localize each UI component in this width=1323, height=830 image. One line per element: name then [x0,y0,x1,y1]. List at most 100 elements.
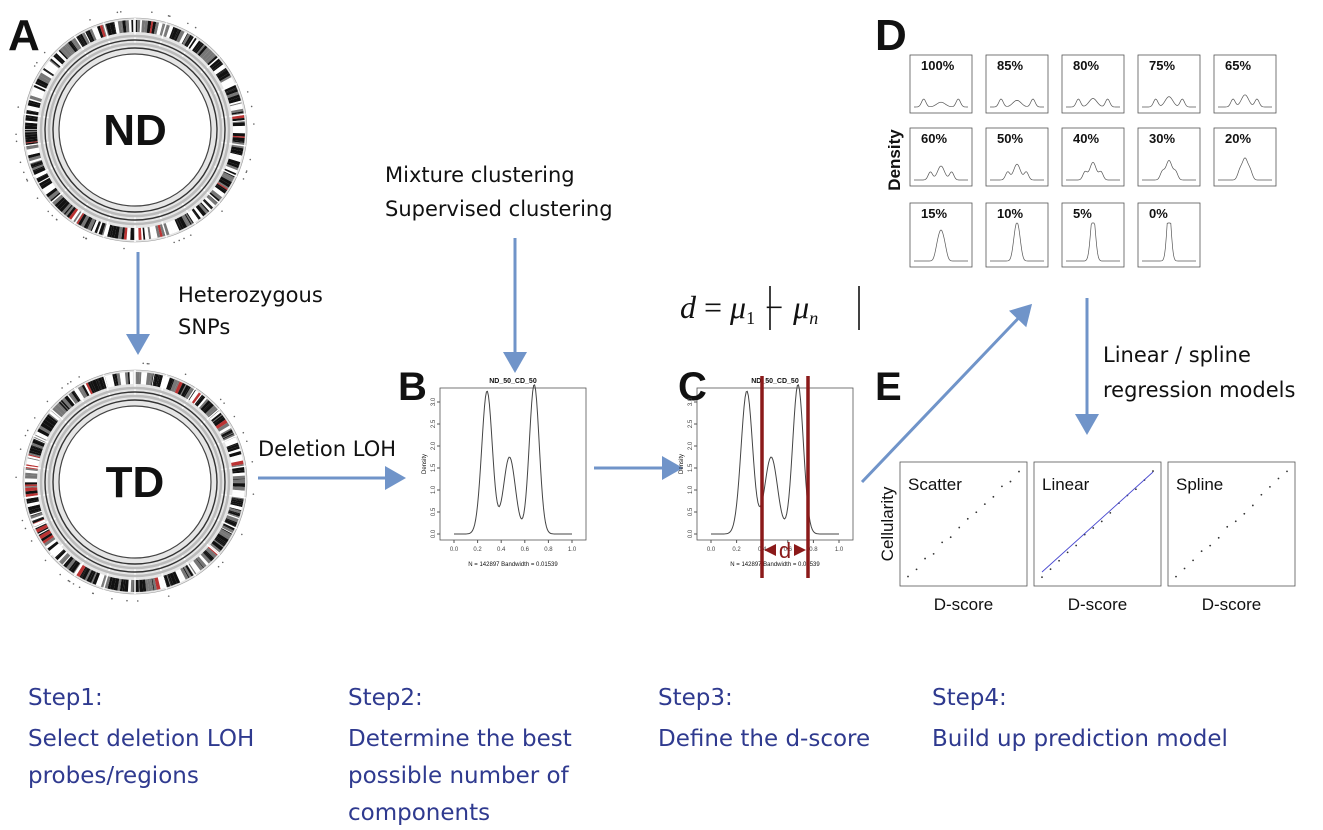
y-tick-label: 2.5 [431,419,437,428]
mini-label: 50% [997,131,1023,146]
dot [137,600,139,602]
y-tick-label: 1.0 [688,485,694,494]
mini-frame [1138,203,1200,267]
dot [251,106,253,108]
method-label: regression models [1103,378,1295,402]
formula-part: μ [792,289,809,325]
formula-part: − [765,289,783,325]
reg-point [1109,512,1111,514]
dot [45,560,47,562]
y-tick-label: 2.0 [688,441,694,450]
band [233,129,245,133]
plot-title: ND_50_CD_50 [489,378,537,385]
circle-label: TD [106,458,165,507]
dot [20,448,22,450]
reg-point [1101,521,1103,523]
mini-label: 80% [1073,58,1099,73]
dot [178,240,180,242]
dot [68,580,70,582]
mini-label: 5% [1073,206,1092,221]
axis-label: D-score [934,595,994,614]
dot [241,534,243,536]
mini-label: 65% [1225,58,1251,73]
reg-point [1226,526,1228,528]
dot [243,432,245,434]
x-tick-label: 1.0 [568,547,577,553]
dot [221,210,223,212]
dot [169,15,171,17]
mini-label: 100% [921,58,955,73]
dot [247,91,249,93]
x-tick-label: 0.0 [707,547,716,553]
dot [222,562,224,564]
reg-point [1001,485,1003,487]
reg-point [1067,551,1069,553]
dot [37,197,39,199]
d-label: d [779,538,791,563]
panel-letter: A [8,11,40,60]
dot [243,178,245,180]
dot [251,461,253,463]
mini-label: 40% [1073,131,1099,146]
step-text: Select deletion LOH [28,726,254,752]
x-tick-label: 0.0 [450,547,459,553]
reg-point [1286,470,1288,472]
dot [36,62,38,64]
dot [148,363,150,365]
y-tick-label: 2.0 [431,441,437,450]
dot [151,11,153,13]
y-tick-label: 3.0 [431,397,437,406]
step-text: Define the d-score [658,726,870,752]
step-text: probes/regions [28,763,199,789]
y-tick-label: 0.5 [688,507,694,516]
y-tick-label: 0.0 [688,529,694,538]
reg-point [1192,559,1194,561]
dot [47,401,49,403]
dot [126,600,128,602]
reg-point [1209,545,1211,547]
band [25,129,37,130]
dot [185,373,187,375]
axis-label: Density [679,454,685,474]
dot [51,215,53,217]
band [25,130,37,131]
dot [27,180,29,182]
dot [47,211,49,213]
dot [23,172,25,174]
band [25,482,37,484]
panel-letter: D [875,11,907,60]
reg-point [924,558,926,560]
dot [195,27,197,29]
axis-label: Density [885,129,904,191]
density-plot [694,385,853,543]
arrow-label: SNPs [178,315,230,339]
reg-point [1050,568,1052,570]
reg-point [1058,560,1060,562]
arrow-label: Deletion LOH [258,437,396,461]
arrow-label: Heterozygous [178,283,323,307]
dot [67,383,69,385]
x-tick-label: 1.0 [835,547,844,553]
dot [25,435,27,437]
dot [17,106,19,108]
dot [89,19,91,21]
circle-label: ND [103,106,167,155]
reg-point [958,527,960,529]
dot [34,65,36,67]
step-text: Build up prediction model [932,726,1228,752]
dot [190,234,192,236]
dot [16,141,18,143]
reg-point [1278,478,1280,480]
reg-point [975,511,977,513]
step-text: possible number of [348,763,570,789]
caption: N = 142897 Bandwidth = 0.01539 [468,562,558,568]
mini-label: 10% [997,206,1023,221]
dot [15,133,17,135]
reg-point [933,553,935,555]
reg-point [1075,545,1077,547]
x-tick-label: 0.4 [497,547,506,553]
reg-point [950,536,952,538]
axis-label: Cellularity [878,486,897,561]
dot [83,237,85,239]
reg-point [1252,505,1254,507]
